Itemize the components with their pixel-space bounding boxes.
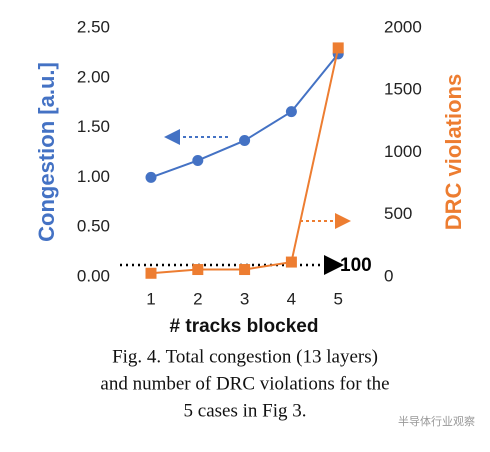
point [192,264,204,276]
x-tick-label: 5 [333,289,342,308]
y-tick-label: 1.00 [77,167,110,186]
point [239,135,251,147]
y2-tick-label: 0 [384,266,393,285]
y-axis-title: Congestion [a.u.] [34,62,59,242]
caption: Fig. 4. Total congestion (13 layers) [112,346,378,367]
x-tick-label: 1 [146,289,155,308]
y-tick-label: 1.50 [77,117,110,136]
point [239,264,251,276]
point [145,267,157,279]
y-tick-label: 2.00 [77,67,110,86]
caption: and number of DRC violations for the [100,373,389,394]
x-axis-title: # tracks blocked [170,316,319,337]
y-tick-label: 2.50 [77,17,110,36]
point [332,42,344,54]
y2-axis-title: DRC violations [441,74,466,230]
series-line [150,47,340,275]
y-tick-label: 0.50 [77,217,110,236]
y2-tick-label: 1000 [384,142,422,161]
annotation: 100 [340,255,372,276]
point [192,154,204,166]
point [145,171,157,183]
x-tick-label: 3 [240,289,249,308]
point [285,256,297,268]
watermark: 半导体行业观察 [398,414,475,428]
y2-tick-label: 1500 [384,80,422,99]
caption: 5 cases in Fig 3. [184,400,307,421]
x-tick-label: 2 [193,289,202,308]
point [285,106,297,118]
y-tick-label: 0.00 [77,266,110,285]
series-line [150,53,339,179]
x-tick-label: 4 [287,289,296,308]
y2-tick-label: 2000 [384,17,422,36]
y2-tick-label: 500 [384,204,412,223]
